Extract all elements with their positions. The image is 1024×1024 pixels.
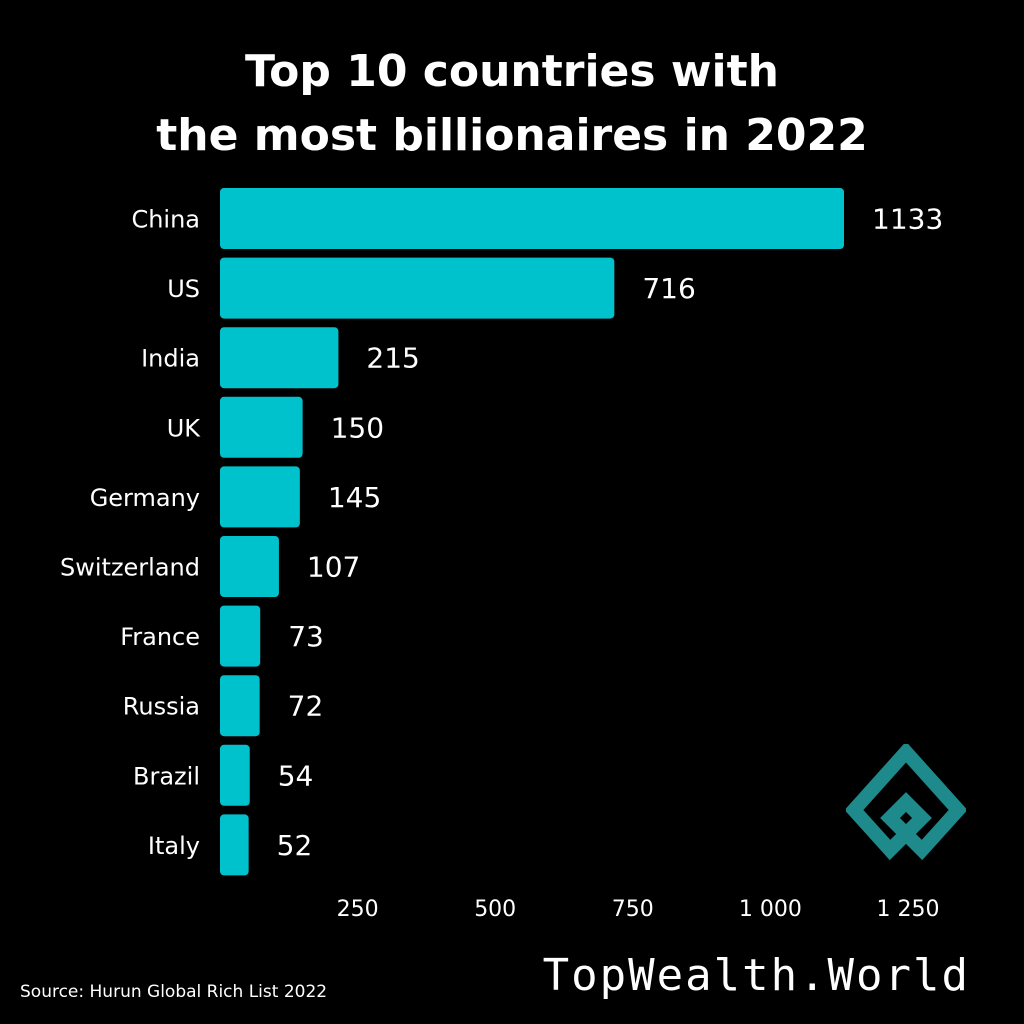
value-label-uk: 150: [331, 411, 384, 444]
chart-title-line-2: the most billionaires in 2022: [156, 110, 868, 161]
bar-italy: [220, 814, 249, 876]
value-label-russia: 72: [288, 690, 324, 723]
bar-brazil: [220, 744, 250, 806]
value-label-china: 1133: [872, 203, 943, 236]
category-label-russia: Russia: [123, 693, 200, 721]
bar-india: [220, 327, 339, 389]
category-label-switzerland: Switzerland: [60, 554, 200, 582]
bar-chart: China 1133 US 716 India 215 UK 150 Germany 145 Swi…: [60, 188, 943, 922]
bar-uk: [220, 396, 303, 458]
category-label-us: US: [167, 275, 200, 303]
value-label-italy: 52: [277, 829, 313, 862]
bar-china: [220, 188, 844, 249]
diamond-logo-icon: [846, 744, 966, 861]
category-label-germany: Germany: [90, 484, 200, 512]
value-label-us: 716: [642, 272, 695, 305]
value-label-brazil: 54: [278, 759, 314, 792]
category-label-brazil: Brazil: [133, 762, 200, 790]
value-label-switzerland: 107: [307, 551, 360, 584]
value-label-germany: 145: [328, 481, 381, 514]
brand-wordmark: TopWealth.World: [542, 950, 970, 1001]
bar-france: [220, 605, 261, 667]
value-label-india: 215: [366, 342, 419, 375]
x-tick-label-500: 500: [474, 897, 516, 922]
bar-germany: [220, 466, 300, 528]
source-note: Source: Hurun Global Rich List 2022: [20, 982, 328, 1002]
x-tick-label-1000: 1 000: [739, 897, 802, 922]
x-tick-label-1250: 1 250: [877, 897, 940, 922]
chart-title-line-1: Top 10 countries with: [245, 46, 779, 97]
chart-title: Top 10 countries with the most billionai…: [0, 40, 1024, 168]
x-tick-label-750: 750: [612, 897, 654, 922]
category-label-france: France: [120, 623, 200, 651]
category-label-india: India: [141, 345, 200, 373]
bar-russia: [220, 675, 260, 737]
x-tick-label-250: 250: [337, 897, 379, 922]
category-label-italy: Italy: [148, 832, 200, 860]
bar-switzerland: [220, 536, 279, 597]
category-label-china: China: [131, 206, 200, 234]
value-label-france: 73: [288, 620, 324, 653]
category-label-uk: UK: [167, 414, 202, 442]
bar-us: [220, 257, 615, 319]
